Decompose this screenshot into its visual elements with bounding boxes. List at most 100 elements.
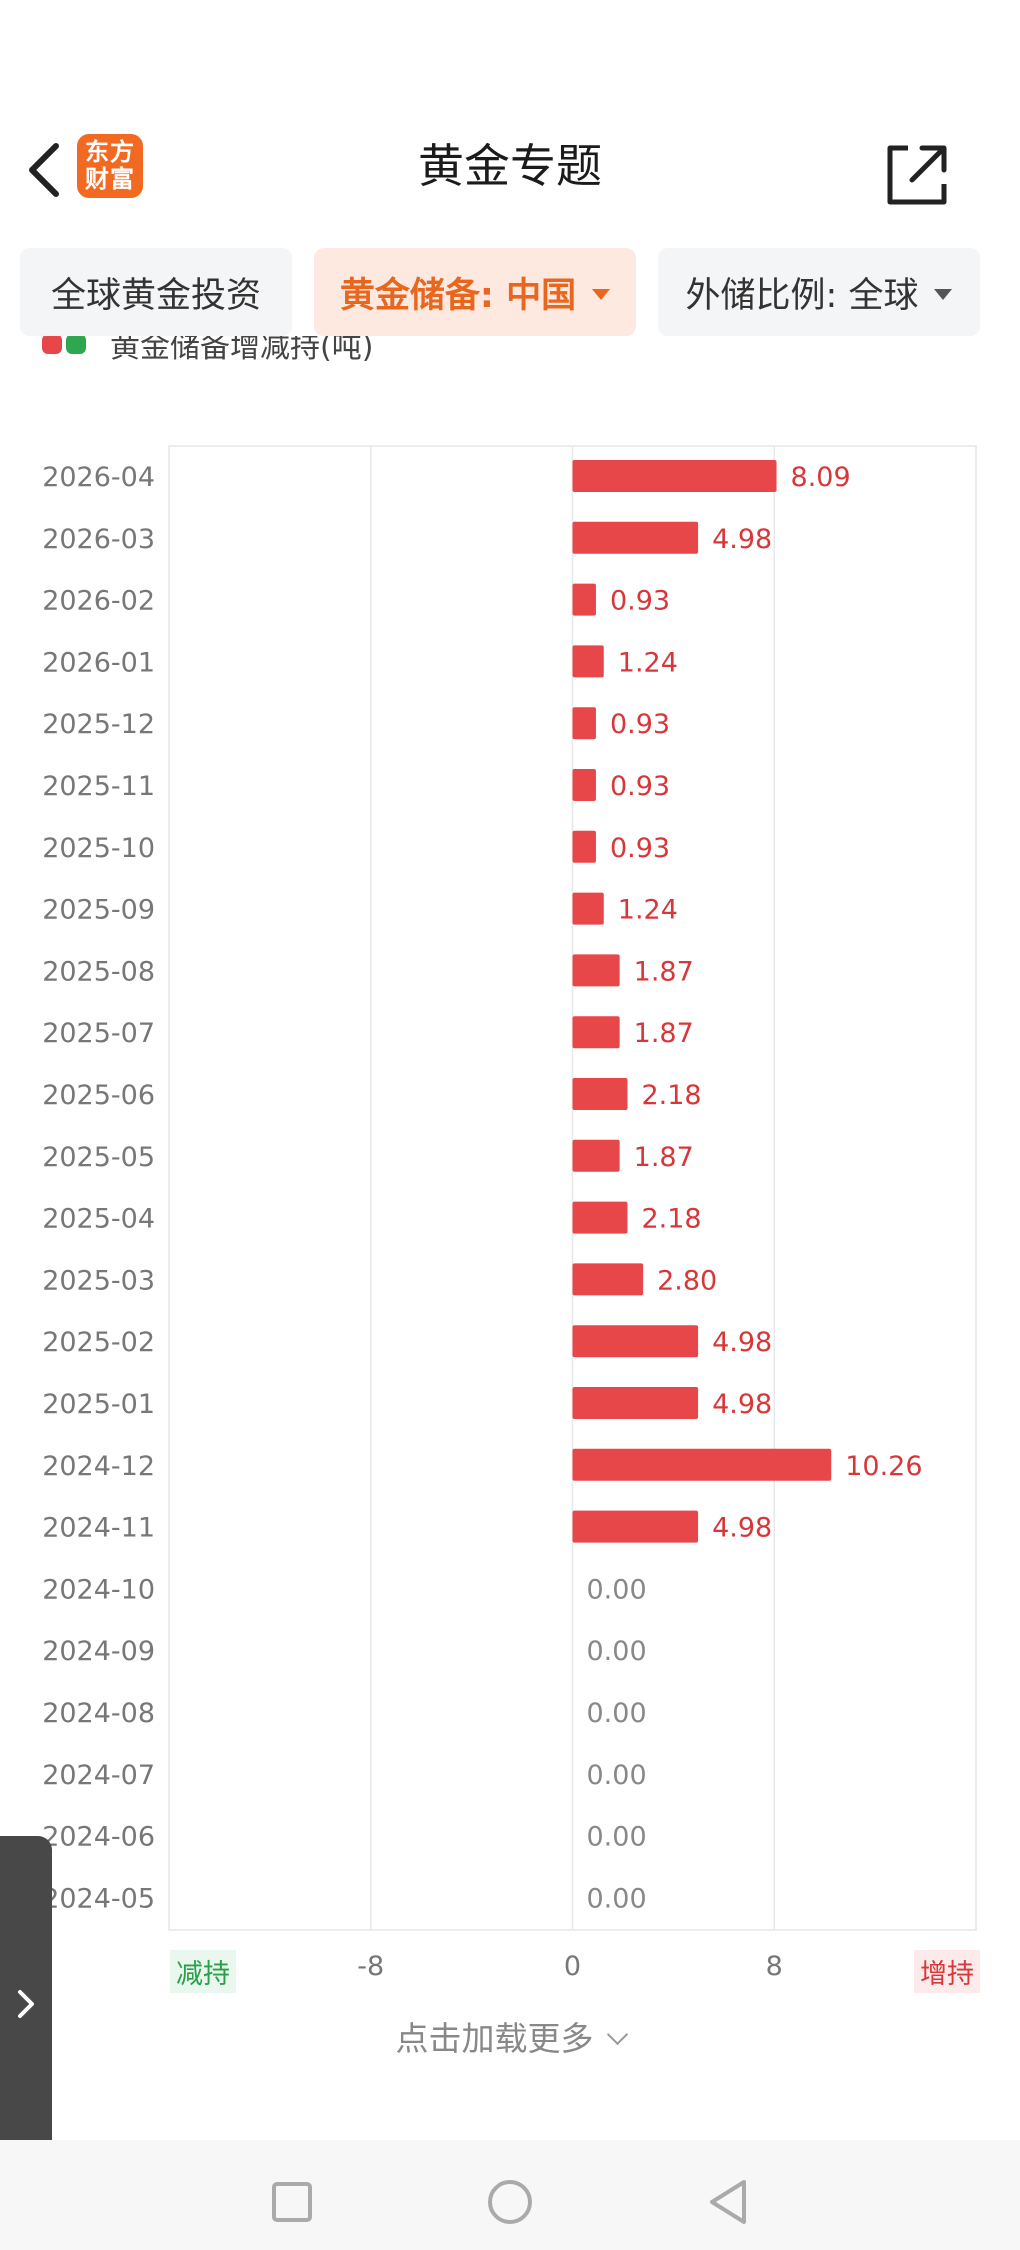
category-label: 2024-09 [42,1636,155,1667]
bar-value-label: 0.93 [610,771,670,802]
category-label: 2024-07 [42,1760,155,1791]
bar-value-label: 0.00 [587,1636,647,1667]
bar[interactable] [572,583,596,616]
triangle-back-icon [710,2180,746,2224]
bar-value-label: 4.98 [712,524,772,555]
bar-value-label: 10.26 [845,1451,922,1482]
back-button[interactable] [14,130,74,210]
bar-value-label: 0.93 [610,833,670,864]
bar-value-label: 2.18 [641,1080,701,1111]
category-label: 2025-08 [42,956,155,987]
dropdown-arrow-icon [934,288,953,300]
bar-value-label: 1.24 [618,647,678,678]
bar[interactable] [572,1448,832,1481]
home-button[interactable] [480,2172,540,2232]
category-label: 2025-03 [42,1265,155,1296]
category-label: 2025-01 [42,1389,155,1420]
recent-apps-button[interactable] [262,2172,322,2232]
chevron-down-icon [606,2023,628,2046]
category-label: 2024-08 [42,1698,155,1729]
load-more-label: 点击加载更多 [395,2019,594,2058]
axis-label-increase: 增持 [914,1950,980,1993]
dropdown-arrow-icon [592,288,611,300]
legend-label: 黄金储备增减持(吨) [110,336,374,365]
x-tick-label: 0 [564,1951,581,1982]
category-label: 2025-04 [42,1204,155,1235]
bar-value-label: 8.09 [791,462,851,493]
bar[interactable] [572,892,604,925]
side-drawer-handle[interactable] [0,1836,52,2172]
bar[interactable] [572,769,596,801]
logo-line2: 财富 [85,165,135,193]
category-label: 2024-06 [42,1822,155,1853]
bar[interactable] [572,1325,699,1358]
category-label: 2024-12 [42,1451,155,1482]
bar-value-label: 0.00 [587,1760,647,1791]
filter-tabs: 全球黄金投资 黄金储备: 中国 外储比例: 全球 [0,248,1020,336]
bar[interactable] [572,645,604,678]
axis-label-decrease: 减持 [170,1950,236,1993]
category-label: 2025-10 [42,833,155,864]
chevron-right-icon [18,1990,34,2018]
chart-legend: 黄金储备增减持(吨) [42,336,542,366]
tab-label: 全球黄金投资 [50,275,261,316]
bar-value-label: 0.00 [587,1698,647,1729]
bar[interactable] [572,1510,699,1543]
bar-value-label: 4.98 [712,1389,772,1420]
bar[interactable] [572,460,777,492]
bar[interactable] [572,954,620,987]
bar[interactable] [572,830,596,863]
tab-gold-reserve-china[interactable]: 黄金储备: 中国 [314,248,636,336]
bar[interactable] [572,707,596,740]
tab-global-gold-investment[interactable]: 全球黄金投资 [20,248,292,336]
tab-label: 外储比例: 全球 [685,275,919,316]
tab-reserve-ratio-global[interactable]: 外储比例: 全球 [658,248,980,336]
back-nav-button[interactable] [698,2172,758,2232]
bar[interactable] [572,1201,628,1234]
bar-value-label: 1.24 [618,895,678,926]
bar-value-label: 0.00 [587,1883,647,1914]
bar-value-label: 4.98 [712,1327,772,1358]
bar[interactable] [572,1139,620,1172]
category-label: 2026-04 [42,462,155,493]
category-label: 2025-07 [42,1018,155,1049]
bar-value-label: 4.98 [712,1513,772,1544]
load-more-button[interactable]: 点击加载更多 [0,2012,1020,2060]
app-logo: 东方 财富 [77,134,143,198]
bar-value-label: 0.93 [610,709,670,740]
category-label: 2026-01 [42,647,155,678]
share-button[interactable] [878,134,958,214]
bar[interactable] [572,1387,699,1419]
category-label: 2025-06 [42,1080,155,1111]
bar-value-label: 0.00 [587,1574,647,1605]
bar[interactable] [572,1263,644,1296]
category-label: 2025-11 [42,771,155,802]
legend-increase-swatch [42,336,62,354]
bar-value-label: 2.18 [641,1204,701,1235]
bar[interactable] [572,1016,620,1049]
category-label: 2025-09 [42,895,155,926]
category-label: 2026-03 [42,524,155,555]
category-label: 2026-02 [42,586,155,617]
bar-value-label: 1.87 [634,956,694,987]
x-tick-label: 8 [766,1951,783,1982]
tab-label: 黄金储备: 中国 [339,275,577,316]
bar-value-label: 2.80 [657,1265,717,1296]
category-label: 2025-05 [42,1142,155,1173]
category-label: 2024-10 [42,1574,155,1605]
system-navigation-bar [0,2140,1020,2250]
bar[interactable] [572,521,699,554]
bar[interactable] [572,1078,628,1110]
category-label: 2024-11 [42,1513,155,1544]
chevron-left-icon [29,143,59,197]
page-title: 黄金专题 [418,139,602,193]
top-bar: 东方 财富 黄金专题 [0,90,1020,240]
bar-value-label: 1.87 [634,1142,694,1173]
x-tick-label: -8 [357,1951,384,1982]
bar-value-label: 1.87 [634,1018,694,1049]
circle-icon [488,2180,532,2224]
bar-value-label: 0.93 [610,586,670,617]
logo-line1: 东方 [85,138,135,166]
